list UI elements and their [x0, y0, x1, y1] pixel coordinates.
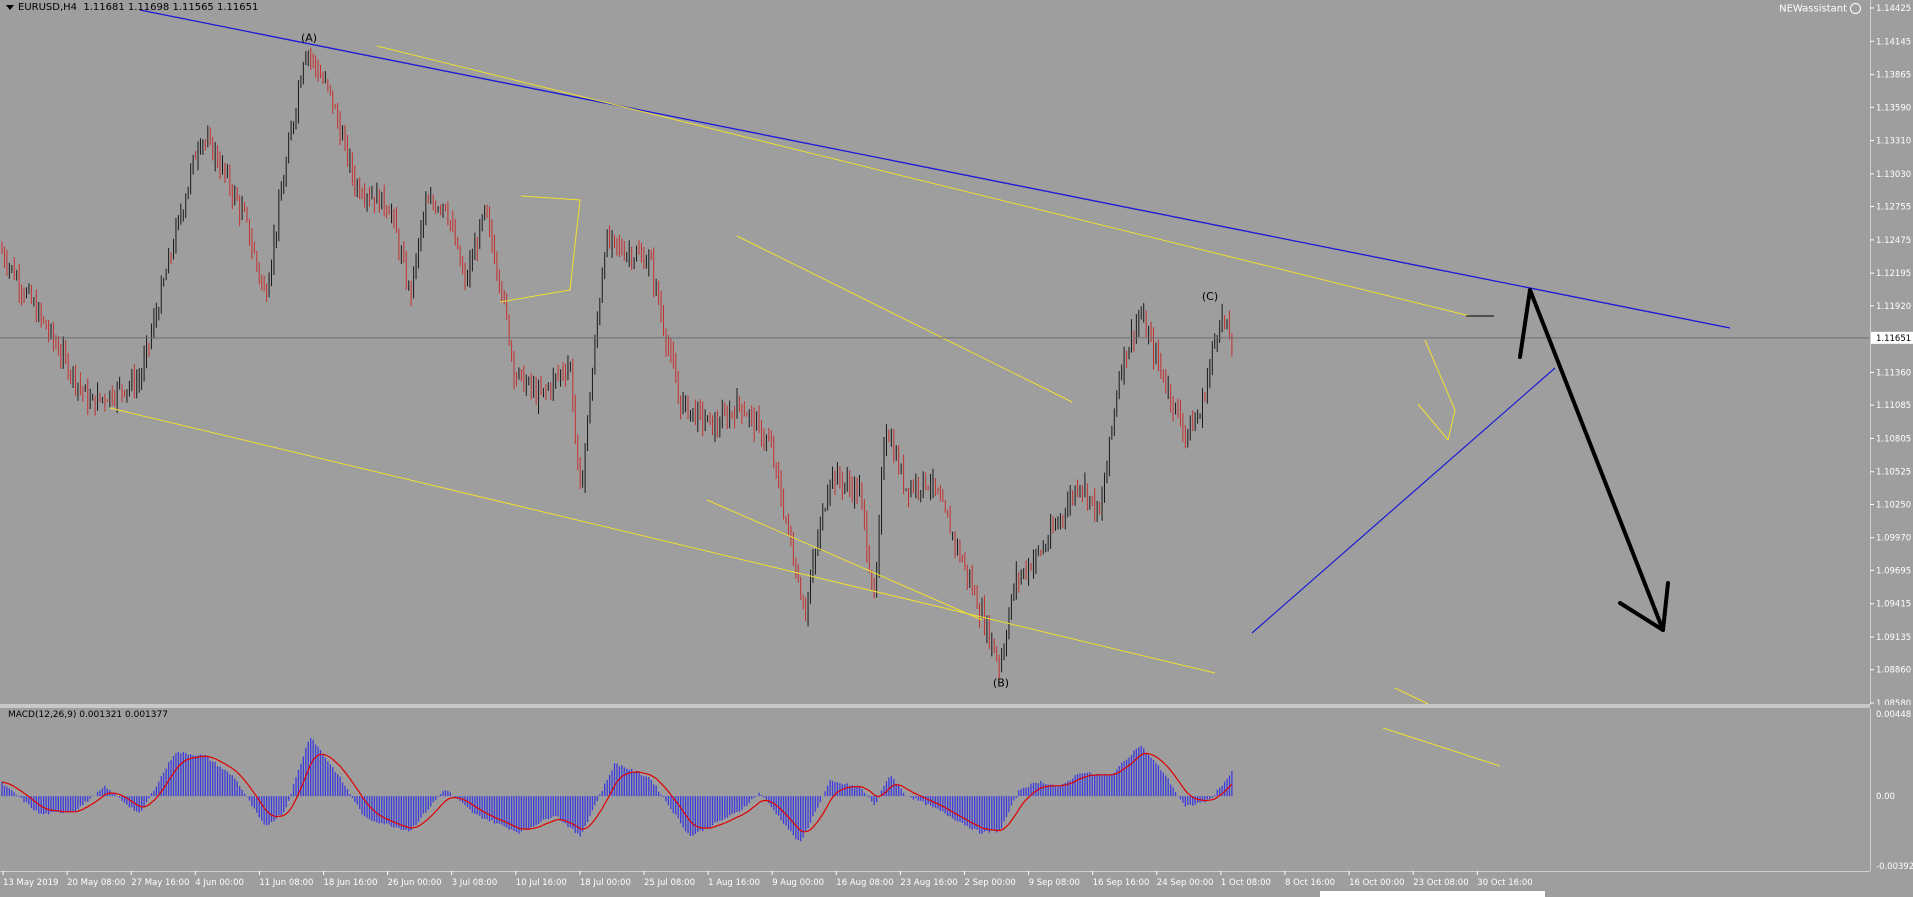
macd-panel[interactable] [0, 708, 1870, 871]
macd-canvas [1, 727, 1501, 842]
time-tick-label: 8 Oct 16:00 [1285, 878, 1335, 888]
macd-divergence-line[interactable] [1382, 727, 1501, 767]
time-tick-label: 20 May 08:00 [67, 878, 125, 888]
macd-histogram [1, 737, 1233, 842]
blue-channel-upper-line[interactable] [139, 9, 1731, 329]
time-tick-label: 27 May 16:00 [131, 878, 189, 888]
yellow-wedge-lower-line[interactable] [706, 499, 983, 621]
price-chart-panel[interactable]: (A) (B) (C) [0, 0, 1870, 705]
macd-tick-label: -0.00392 [1876, 862, 1913, 871]
yellow-pattern-october[interactable] [1417, 339, 1456, 442]
time-tick-label: 1 Oct 08:00 [1221, 878, 1271, 888]
time-tick-label: 30 Oct 16:00 [1477, 878, 1532, 888]
macd-signal-line [1, 752, 1233, 833]
time-tick-label: 2 Sep 00:00 [965, 878, 1016, 888]
time-tick-label: 18 Jun 16:00 [324, 878, 378, 888]
yellow-wave-a-c-line[interactable] [376, 45, 1471, 317]
yellow-wedge-upper-line[interactable] [736, 235, 1073, 403]
time-tick-label: 26 Jun 00:00 [388, 878, 442, 888]
price-chart-canvas[interactable]: (A) (B) (C) [0, 0, 1870, 705]
price-tick-label: 1.12475 [1876, 236, 1911, 246]
price-tick-label: 1.11920 [1876, 302, 1911, 312]
ohlc-label: 1.11681 1.11698 1.11565 1.11651 [83, 2, 259, 13]
wave-labels: (A) (B) (C) [301, 31, 1218, 689]
horizontal-scrollbar[interactable] [1320, 891, 1545, 897]
chart-header: EURUSD,H4 1.11681 1.11698 1.11565 1.1165… [6, 2, 258, 13]
wave-label: (C) [1202, 290, 1218, 303]
time-tick-label: 3 Jul 08:00 [452, 878, 498, 888]
yellow-triangle-july[interactable] [499, 195, 581, 303]
price-tick-label: 1.09970 [1876, 534, 1911, 544]
time-axis[interactable]: 13 May 2019 20 May 08:00 27 May 16:00 4 Jun… [0, 871, 1913, 897]
price-tick-label: 1.14425 [1876, 4, 1911, 14]
trendlines [0, 9, 1870, 705]
panel-separator[interactable] [0, 704, 1870, 708]
price-tick-label: 1.11360 [1876, 368, 1911, 378]
time-tick-label: 23 Oct 08:00 [1413, 878, 1468, 888]
price-tick-label: 1.13865 [1876, 71, 1911, 81]
macd-header: MACD(12,26,9) 0.001321 0.001377 [8, 710, 168, 720]
time-tick-label: 16 Sep 16:00 [1093, 878, 1150, 888]
price-tick-label: 1.13590 [1876, 103, 1911, 113]
price-tick-label: 1.08860 [1876, 666, 1911, 676]
time-tick-label: 16 Aug 08:00 [836, 878, 893, 888]
time-tick-label: 25 Jul 08:00 [644, 878, 695, 888]
forecast-arrow [1518, 288, 1670, 632]
expert-advisor-label[interactable]: NEWassistant [1779, 3, 1861, 15]
forecast-arrow-head [1618, 581, 1670, 632]
forecast-arrow-path [1518, 288, 1665, 632]
time-tick-label: 9 Sep 08:00 [1029, 878, 1080, 888]
price-tick-label: 1.12195 [1876, 269, 1911, 279]
macd-tick-label: 0.00 [1876, 792, 1895, 802]
time-tick-label: 4 Jun 00:00 [195, 878, 244, 888]
price-tick-label: 1.11085 [1876, 401, 1911, 411]
price-tick-label: 1.09135 [1876, 633, 1911, 643]
price-tick-label: 1.10805 [1876, 434, 1911, 444]
price-axis[interactable]: 1.14425 1.14145 1.13865 1.13590 1.13310 1.130… [1870, 0, 1913, 705]
price-tick-label: 1.10250 [1876, 500, 1911, 510]
macd-tick-label: 0.00448 [1876, 710, 1911, 720]
candlestick-series [1, 47, 1233, 679]
price-axis-canvas: 1.14425 1.14145 1.13865 1.13590 1.13310 1.130… [1870, 0, 1913, 705]
time-tick-label: 9 Aug 00:00 [772, 878, 824, 888]
price-tick-label: 1.09695 [1876, 566, 1911, 576]
current-price-badge [1871, 331, 1913, 344]
price-tick-label: 1.13310 [1876, 137, 1911, 147]
time-tick-label: 11 Jun 08:00 [259, 878, 313, 888]
time-tick-label: 18 Jul 00:00 [580, 878, 631, 888]
price-tick-label: 1.13030 [1876, 170, 1911, 180]
expert-name: NEWassistant [1779, 3, 1847, 15]
time-tick-label: 13 May 2019 [3, 878, 58, 888]
wave-label: (B) [993, 676, 1009, 689]
price-tick-label: 1.08580 [1876, 699, 1911, 705]
yellow-extension-line [1394, 687, 1429, 705]
wave-label: (A) [301, 31, 317, 44]
symbol-label: EURUSD,H4 [18, 2, 78, 13]
macd-axis-canvas: 0.00448 0.00 -0.00392 [1870, 708, 1913, 871]
price-tick-label: 1.14145 [1876, 37, 1911, 47]
yellow-channel-lower-line[interactable] [109, 407, 1216, 674]
price-tick-label: 1.11651 [1876, 334, 1911, 344]
blue-support-line[interactable] [1251, 367, 1556, 634]
time-tick-label: 1 Aug 16:00 [708, 878, 760, 888]
time-tick-label: 23 Aug 16:00 [900, 878, 957, 888]
time-axis-canvas: 13 May 2019 20 May 08:00 27 May 16:00 4 Jun… [0, 871, 1870, 897]
macd-axis: 0.00448 0.00 -0.00392 [1870, 708, 1913, 871]
price-tick-label: 1.10525 [1876, 468, 1911, 478]
price-tick-label: 1.09415 [1876, 600, 1911, 610]
time-tick-label: 24 Sep 00:00 [1157, 878, 1214, 888]
time-tick-label: 10 Jul 16:00 [516, 878, 567, 888]
smiley-icon [1850, 3, 1861, 14]
chart-menu-triangle-icon[interactable] [6, 4, 14, 10]
time-tick-label: 16 Oct 00:00 [1349, 878, 1404, 888]
price-tick-label: 1.12755 [1876, 203, 1911, 213]
